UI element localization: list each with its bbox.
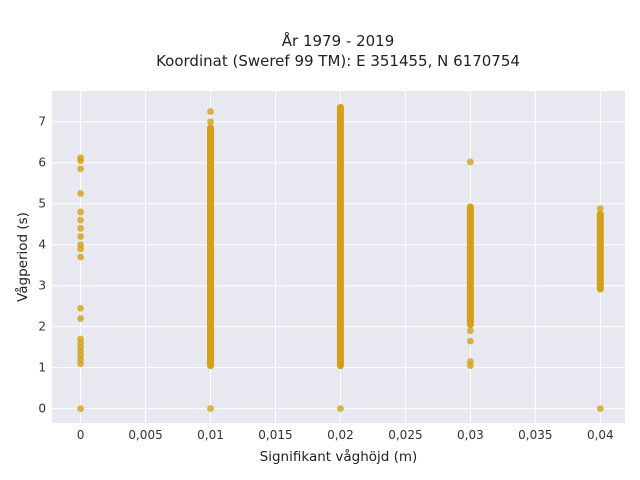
x-tick-label: 0,04: [587, 428, 614, 442]
y-tick-label: 6: [38, 156, 46, 170]
data-point: [77, 405, 84, 413]
data-point: [77, 224, 84, 232]
y-tick-label: 5: [38, 197, 46, 211]
data-point: [466, 358, 474, 365]
data-point: [77, 216, 84, 224]
data-point: [207, 118, 214, 126]
data-points: [77, 103, 604, 413]
x-axis-label: Signifikant våghöjd (m): [260, 448, 418, 465]
y-tick-label: 1: [38, 361, 46, 375]
x-tick-label: 0,005: [128, 428, 162, 442]
y-tick-label: 4: [38, 238, 46, 252]
y-tick-label: 7: [38, 115, 46, 129]
data-point: [77, 253, 84, 261]
x-tick-label: 0,015: [258, 428, 292, 442]
data-point: [466, 158, 474, 166]
x-tick-label: 0,02: [327, 428, 354, 442]
data-point: [466, 327, 474, 335]
y-tick-labels: 0 1 2 3 4 5 6 7: [38, 115, 46, 416]
x-tick-labels: 0 0,005 0,01 0,015 0,02 0,025 0,03 0,035 0,04: [77, 428, 614, 442]
data-point: [596, 205, 604, 213]
chart-title-line-1: År 1979 - 2019: [282, 31, 395, 50]
data-point: [207, 108, 214, 115]
x-tick-label: 0,035: [518, 428, 552, 442]
data-point: [596, 405, 604, 413]
x-tick-label: 0,025: [388, 428, 422, 442]
data-point: [77, 233, 84, 240]
data-point: [77, 154, 84, 162]
y-axis-label: Vågperiod (s): [14, 212, 31, 302]
y-tick-label: 2: [38, 320, 46, 334]
data-point: [337, 405, 344, 413]
x-tick-label: 0: [77, 428, 85, 442]
data-point: [77, 208, 84, 216]
y-tick-label: 0: [38, 402, 46, 416]
data-point: [207, 405, 214, 413]
data-point: [77, 304, 84, 312]
data-point: [77, 241, 84, 249]
data-point: [77, 165, 84, 173]
chart-title-line-2: Koordinat (Sweref 99 TM): E 351455, N 61…: [156, 52, 520, 70]
x-tick-label: 0,01: [197, 428, 224, 442]
data-point: [77, 190, 84, 197]
data-point: [77, 315, 84, 322]
data-point: [77, 335, 84, 343]
data-point: [466, 337, 474, 345]
y-tick-label: 3: [38, 279, 46, 293]
x-tick-label: 0,03: [457, 428, 484, 442]
